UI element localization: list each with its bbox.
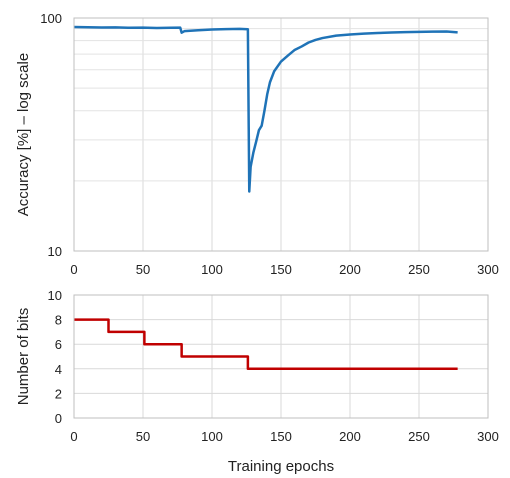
bits-x-tick-label: 50: [136, 429, 150, 444]
accuracy-x-tick-label: 250: [408, 262, 430, 277]
bits-y-tick-label: 10: [48, 288, 62, 303]
bits-y-tick-label: 2: [55, 386, 62, 401]
bits-x-tick-label: 250: [408, 429, 430, 444]
bits-y-tick-label: 4: [55, 362, 62, 377]
accuracy-y-tick-label: 100: [40, 11, 62, 26]
bits-x-tick-label: 100: [201, 429, 223, 444]
accuracy-y-tick-label: 10: [48, 244, 62, 259]
bits-y-tick-label: 0: [55, 411, 62, 426]
bits-y-tick-label: 8: [55, 313, 62, 328]
bits-series-line: [74, 318, 458, 371]
accuracy-x-tick-label: 100: [201, 262, 223, 277]
accuracy-plot-frame: [73, 17, 489, 252]
x-axis-label: Training epochs: [228, 458, 334, 475]
accuracy-tick-labels: 0 50 100 150 200 250 300 10 100: [40, 11, 499, 277]
bits-plot-frame: [73, 294, 489, 419]
bits-line: [74, 318, 458, 371]
bits-x-tick-label: 150: [270, 429, 292, 444]
bits-x-tick-label: 300: [477, 429, 499, 444]
accuracy-x-tick-label: 0: [70, 262, 77, 277]
bits-y-axis-label: Number of bits: [15, 308, 32, 406]
bits-tick-labels: 0 50 100 150 200 250 300 0 2 4 6 8 10: [48, 288, 499, 444]
accuracy-x-tick-label: 150: [270, 262, 292, 277]
accuracy-x-tick-label: 200: [339, 262, 361, 277]
accuracy-y-axis-label: Accuracy [%] – log scale: [15, 53, 32, 216]
bits-x-tick-label: 200: [339, 429, 361, 444]
accuracy-line: [73, 25, 458, 193]
bits-y-tick-label: 6: [55, 337, 62, 352]
bits-x-tick-label: 0: [70, 429, 77, 444]
accuracy-x-tick-label: 50: [136, 262, 150, 277]
accuracy-x-tick-label: 300: [477, 262, 499, 277]
accuracy-panel: 0 50 100 150 200 250 300 10 100 Accuracy [%] – l…: [15, 11, 499, 277]
accuracy-series-line: [73, 25, 458, 193]
bits-panel: 0 50 100 150 200 250 300 0 2 4 6 8 10 Number of bits…: [15, 288, 499, 475]
